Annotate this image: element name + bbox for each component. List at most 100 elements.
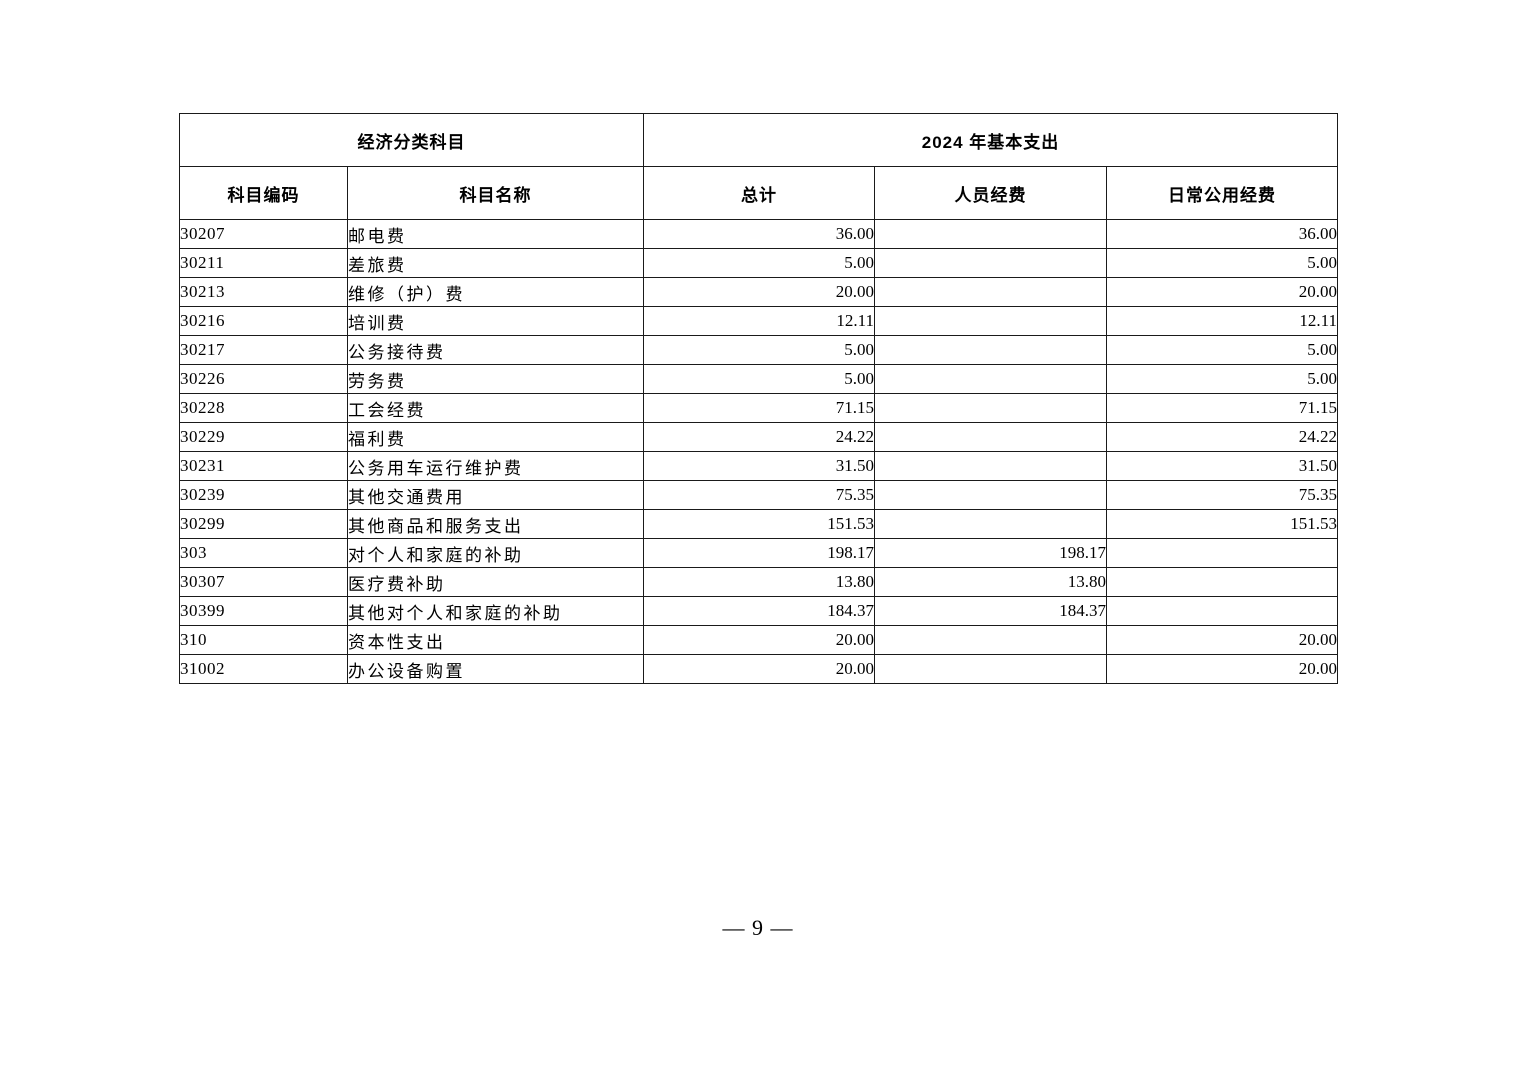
- col-header-total: 总计: [643, 166, 875, 220]
- cell-name: 资本性支出: [347, 625, 644, 655]
- cell-total: 20.00: [643, 277, 875, 307]
- cell-daily: 12.11: [1105, 306, 1339, 336]
- col-header-subject-name: 科目名称: [347, 166, 644, 220]
- cell-daily: [1105, 538, 1339, 568]
- cell-total: 31.50: [643, 451, 875, 481]
- cell-personnel: [874, 219, 1107, 249]
- cell-personnel: [874, 306, 1107, 336]
- cell-personnel: [874, 277, 1107, 307]
- cell-personnel: [874, 422, 1107, 452]
- cell-daily: 75.35: [1105, 480, 1339, 510]
- cell-name: 医疗费补助: [347, 567, 644, 597]
- table-row: 30239 其他交通费用 75.35 75.35: [179, 480, 1339, 510]
- cell-total: 5.00: [643, 364, 875, 394]
- cell-daily: 20.00: [1105, 277, 1339, 307]
- cell-total: 5.00: [643, 248, 875, 278]
- col-header-subject-code: 科目编码: [179, 166, 348, 220]
- table-row: 30207 邮电费 36.00 36.00: [179, 219, 1339, 249]
- cell-name: 劳务费: [347, 364, 644, 394]
- cell-name: 邮电费: [347, 219, 644, 249]
- table-row: 30211 差旅费 5.00 5.00: [179, 248, 1339, 278]
- cell-personnel: 13.80: [874, 567, 1107, 597]
- cell-total: 198.17: [643, 538, 875, 568]
- table-row: 30213 维修（护）费 20.00 20.00: [179, 277, 1339, 307]
- cell-code: 30239: [179, 480, 348, 510]
- table-row: 30228 工会经费 71.15 71.15: [179, 393, 1339, 423]
- table-header: 经济分类科目 2024 年基本支出 科目编码 科目名称 总计 人员经费 日常公用…: [179, 113, 1339, 220]
- header-columns-row: 科目编码 科目名称 总计 人员经费 日常公用经费: [179, 166, 1339, 220]
- cell-total: 12.11: [643, 306, 875, 336]
- table-row: 31002 办公设备购置 20.00 20.00: [179, 654, 1339, 684]
- cell-daily: 20.00: [1105, 654, 1339, 684]
- cell-personnel: [874, 393, 1107, 423]
- cell-code: 30217: [179, 335, 348, 365]
- cell-name: 其他交通费用: [347, 480, 644, 510]
- cell-personnel: [874, 335, 1107, 365]
- cell-daily: 36.00: [1105, 219, 1339, 249]
- header-group-row: 经济分类科目 2024 年基本支出: [179, 113, 1339, 167]
- cell-name: 其他对个人和家庭的补助: [347, 596, 644, 626]
- page-number: — 9 —: [722, 915, 794, 940]
- cell-daily: 5.00: [1105, 335, 1339, 365]
- cell-total: 13.80: [643, 567, 875, 597]
- cell-total: 151.53: [643, 509, 875, 539]
- cell-code: 30229: [179, 422, 348, 452]
- cell-name: 办公设备购置: [347, 654, 644, 684]
- table-row: 30307 医疗费补助 13.80 13.80: [179, 567, 1339, 597]
- cell-name: 其他商品和服务支出: [347, 509, 644, 539]
- cell-personnel: [874, 654, 1107, 684]
- cell-total: 20.00: [643, 654, 875, 684]
- cell-total: 75.35: [643, 480, 875, 510]
- cell-daily: 151.53: [1105, 509, 1339, 539]
- cell-total: 5.00: [643, 335, 875, 365]
- cell-name: 福利费: [347, 422, 644, 452]
- cell-code: 30399: [179, 596, 348, 626]
- table-row: 30399 其他对个人和家庭的补助 184.37 184.37: [179, 596, 1339, 626]
- cell-personnel: [874, 451, 1107, 481]
- cell-personnel: [874, 625, 1107, 655]
- cell-code: 30216: [179, 306, 348, 336]
- cell-code: 30228: [179, 393, 348, 423]
- cell-code: 30299: [179, 509, 348, 539]
- header-economic-classification: 经济分类科目: [179, 113, 644, 167]
- cell-name: 培训费: [347, 306, 644, 336]
- table-row: 30226 劳务费 5.00 5.00: [179, 364, 1339, 394]
- cell-code: 303: [179, 538, 348, 568]
- cell-daily: 31.50: [1105, 451, 1339, 481]
- cell-total: 20.00: [643, 625, 875, 655]
- cell-name: 维修（护）费: [347, 277, 644, 307]
- cell-code: 310: [179, 625, 348, 655]
- cell-personnel: [874, 364, 1107, 394]
- header-2024-basic-expenditure: 2024 年基本支出: [642, 113, 1339, 167]
- cell-daily: 20.00: [1105, 625, 1339, 655]
- table-row: 30231 公务用车运行维护费 31.50 31.50: [179, 451, 1339, 481]
- table-row: 30299 其他商品和服务支出 151.53 151.53: [179, 509, 1339, 539]
- cell-personnel: [874, 480, 1107, 510]
- cell-name: 公务用车运行维护费: [347, 451, 644, 481]
- table-body: 30207 邮电费 36.00 36.00 30211 差旅费 5.00 5.00 30213 维…: [179, 219, 1339, 684]
- cell-total: 71.15: [643, 393, 875, 423]
- cell-code: 31002: [179, 654, 348, 684]
- cell-daily: 5.00: [1105, 248, 1339, 278]
- cell-personnel: [874, 248, 1107, 278]
- cell-personnel: 184.37: [874, 596, 1107, 626]
- cell-code: 30226: [179, 364, 348, 394]
- cell-code: 30307: [179, 567, 348, 597]
- cell-daily: [1105, 567, 1339, 597]
- cell-total: 184.37: [643, 596, 875, 626]
- cell-daily: [1105, 596, 1339, 626]
- cell-name: 公务接待费: [347, 335, 644, 365]
- cell-personnel: 198.17: [874, 538, 1107, 568]
- table-row: 303 对个人和家庭的补助 198.17 198.17: [179, 538, 1339, 568]
- col-header-daily-public-expense: 日常公用经费: [1105, 166, 1339, 220]
- cell-name: 对个人和家庭的补助: [347, 538, 644, 568]
- table-row: 30216 培训费 12.11 12.11: [179, 306, 1339, 336]
- cell-personnel: [874, 509, 1107, 539]
- table-row: 310 资本性支出 20.00 20.00: [179, 625, 1339, 655]
- cell-daily: 5.00: [1105, 364, 1339, 394]
- cell-name: 差旅费: [347, 248, 644, 278]
- cell-code: 30211: [179, 248, 348, 278]
- budget-table: 经济分类科目 2024 年基本支出 科目编码 科目名称 总计 人员经费 日常公用…: [179, 113, 1339, 684]
- cell-total: 24.22: [643, 422, 875, 452]
